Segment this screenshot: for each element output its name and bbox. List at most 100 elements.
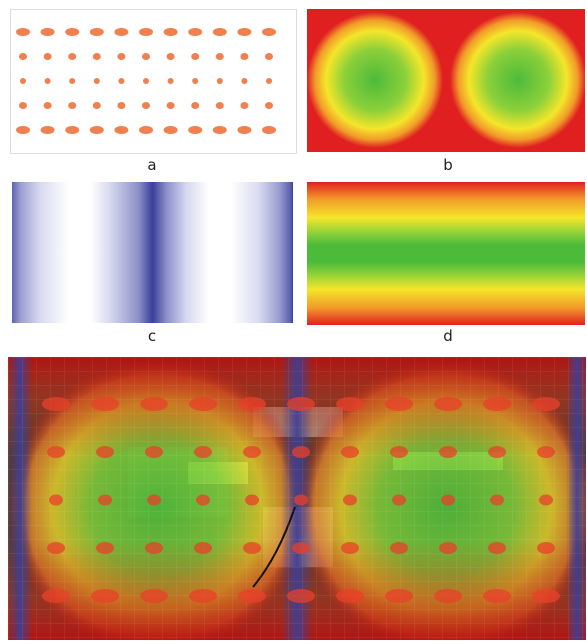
grid-dot	[114, 28, 129, 36]
grid-dot	[143, 78, 149, 84]
overlay-dot	[196, 494, 210, 506]
overlay-dot	[336, 397, 364, 411]
label-d: d	[443, 327, 453, 345]
overlay-dot	[483, 589, 511, 603]
overlay-dot	[532, 589, 560, 603]
grid-dot	[65, 126, 80, 134]
grid-dot	[188, 28, 203, 36]
overlay-dot	[439, 446, 457, 458]
overlay-dot	[42, 397, 70, 411]
grid-dot	[191, 53, 200, 60]
overlay-dot	[490, 494, 504, 506]
overlay-dot	[385, 397, 413, 411]
label-c: c	[147, 327, 157, 345]
grid-dot	[69, 78, 76, 84]
overlay-dot	[292, 446, 310, 458]
overlay-dot	[390, 542, 408, 554]
panel-d-horizontal-heatmap	[307, 182, 585, 325]
overlay-dot	[483, 397, 511, 411]
heat-circle-left	[307, 12, 443, 148]
overlay-dot	[287, 589, 315, 603]
overlay-dot	[245, 494, 259, 506]
grid-dot	[265, 53, 273, 60]
overlay-dot	[294, 494, 308, 506]
overlay-dot	[145, 446, 163, 458]
overlay-dot	[91, 589, 119, 603]
overlay-dot	[47, 446, 65, 458]
grid-dot	[16, 126, 30, 134]
grid-dot	[212, 126, 227, 134]
overlay-dot	[287, 397, 315, 411]
grid-dot	[139, 28, 153, 36]
overlay-dot	[42, 589, 70, 603]
grid-dot	[65, 28, 80, 36]
overlay-dot	[434, 589, 462, 603]
grid-dot	[20, 78, 26, 84]
grid-dot	[240, 53, 249, 60]
overlay-dot	[98, 494, 112, 506]
grid-dot	[265, 102, 273, 109]
grid-dot	[240, 102, 249, 109]
grid-dot	[40, 126, 55, 134]
panel-b-radial-heatmap	[307, 9, 585, 152]
overlay-dot	[341, 446, 359, 458]
grid-dot	[166, 102, 175, 109]
grid-dot	[114, 126, 129, 134]
overlay-dot	[488, 446, 506, 458]
overlay-dot	[145, 542, 163, 554]
radial-heatmap-svg	[307, 9, 585, 152]
grid-dot	[68, 53, 77, 60]
grid-dot	[139, 126, 153, 134]
label-b: b	[443, 156, 453, 174]
grid-dot	[188, 126, 203, 134]
grid-dot	[266, 78, 272, 84]
overlay-dot	[385, 589, 413, 603]
overlay-dot	[194, 542, 212, 554]
grid-dot	[142, 102, 150, 109]
overlay-dot	[341, 542, 359, 554]
grid-dot	[262, 28, 276, 36]
grid-dot	[163, 126, 178, 134]
grid-dot	[215, 53, 224, 60]
overlay-dot	[537, 542, 555, 554]
label-a: a	[147, 156, 157, 174]
grid-dot	[117, 102, 126, 109]
overlay-dot	[96, 542, 114, 554]
overlay-dot	[292, 542, 310, 554]
grid-dot	[117, 53, 126, 60]
overlay-dot	[390, 446, 408, 458]
overlay-dot	[189, 397, 217, 411]
grid-dot	[43, 102, 52, 109]
grid-dot	[241, 78, 248, 84]
overlay-dot	[147, 494, 161, 506]
grid-dot	[192, 78, 199, 84]
grid-dot	[167, 78, 174, 84]
heat-circle-right	[450, 12, 585, 148]
panel-a-dot-grid	[10, 9, 297, 154]
dot-grid-svg	[16, 28, 276, 134]
grid-dot	[43, 53, 52, 60]
grid-dot	[40, 28, 55, 36]
grid-dot	[118, 78, 125, 84]
overlay-dot	[439, 542, 457, 554]
overlay-dot	[392, 494, 406, 506]
grid-dot	[215, 102, 224, 109]
grid-dot	[191, 102, 200, 109]
overlay-dot-group	[42, 397, 560, 603]
overlay-dot	[243, 446, 261, 458]
grid-dot	[19, 53, 27, 60]
overlay-dot	[238, 589, 266, 603]
panel-c-stripe-weights	[12, 182, 293, 323]
grid-dot	[216, 78, 223, 84]
overlay-dot	[537, 446, 555, 458]
overlay-dot	[91, 397, 119, 411]
overlay-dot	[96, 446, 114, 458]
grid-dot	[16, 28, 30, 36]
grid-dot	[93, 78, 100, 84]
grid-dot	[44, 78, 51, 84]
overlay-dot	[343, 494, 357, 506]
grid-dot	[92, 53, 101, 60]
overlay-dot	[49, 494, 63, 506]
overlay-dot	[238, 397, 266, 411]
overlay-dot	[336, 589, 364, 603]
